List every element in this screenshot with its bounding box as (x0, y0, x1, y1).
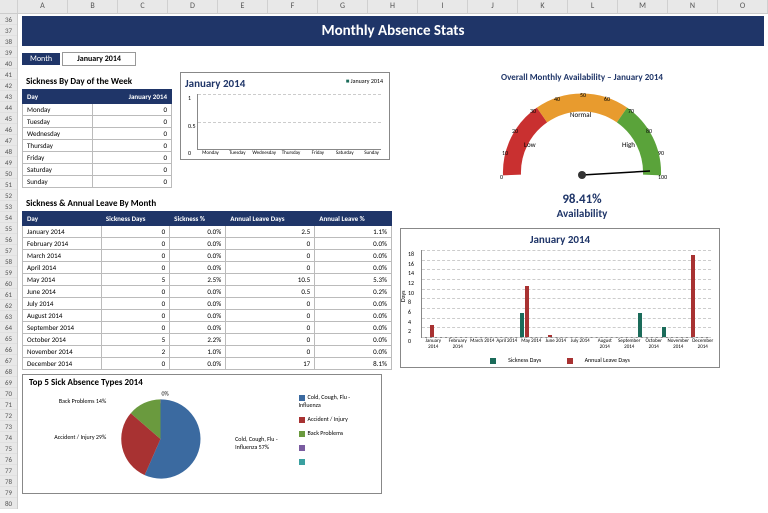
dow-table: DayJanuary 2014 Monday0Tuesday0Wednesday… (22, 89, 172, 188)
table-row: July 201400.0%00.0% (23, 298, 392, 310)
svg-text:10: 10 (502, 149, 508, 157)
table-row: August 201400.0%00.0% (23, 310, 392, 322)
pie-callout-back: Back Problems 14% (27, 397, 106, 405)
table-row: Thursday0 (23, 140, 172, 152)
row-headers: 3637383940414243444546474849505152535455… (0, 14, 18, 509)
legend-sick: Sickness Days (508, 356, 541, 364)
page-title: Monthly Absence Stats (22, 16, 764, 46)
svg-text:30: 30 (530, 107, 536, 115)
svg-text:60: 60 (604, 95, 610, 103)
month-value[interactable]: January 2014 (62, 52, 136, 66)
svg-text:0%: 0% (162, 389, 170, 397)
pie-chart: Top 5 Sick Absence Types 2014 Back Probl… (22, 374, 382, 494)
table-row: Wednesday0 (23, 128, 172, 140)
mini-chart: January 2014 January 2014 10.50 MondayTu… (180, 72, 390, 160)
table-row: April 201400.0%00.0% (23, 262, 392, 274)
gauge-value-label: Availability (400, 207, 764, 220)
pie-legend: Cold, Cough, Flu - InfluenzaAccident / I… (295, 379, 377, 489)
pie-callout-accident: Accident / Injury 29% (27, 433, 106, 441)
mini-chart-legend: January 2014 (346, 77, 383, 85)
bar-chart: January 2014 Days 181614121086420 Januar… (400, 228, 720, 368)
month-selector-row: Month January 2014 (22, 52, 764, 66)
gauge-svg: 0 10 20 30 40 50 60 70 80 90 100 Low Nor… (482, 85, 682, 195)
table-row: Tuesday0 (23, 116, 172, 128)
svg-text:Normal: Normal (570, 110, 592, 119)
table-row: March 201400.0%00.0% (23, 250, 392, 262)
gauge-title: Overall Monthly Availability – January 2… (400, 72, 764, 83)
gauge-chart: Overall Monthly Availability – January 2… (400, 72, 764, 220)
bar-y-label: Days (399, 291, 407, 302)
svg-text:80: 80 (646, 127, 652, 135)
svg-text:90: 90 (658, 149, 664, 157)
column-headers: ABCDEFGHIJKLMNO (0, 0, 768, 14)
svg-text:20: 20 (512, 127, 518, 135)
table-row: Saturday0 (23, 164, 172, 176)
pie-title: Top 5 Sick Absence Types 2014 (29, 377, 143, 388)
table-row: May 201452.5%10.55.3% (23, 274, 392, 286)
svg-text:0: 0 (500, 173, 503, 181)
table-row: September 201400.0%00.0% (23, 322, 392, 334)
table-row: Friday0 (23, 152, 172, 164)
table-row: June 201400.0%0.50.2% (23, 286, 392, 298)
bar-legend: Sickness Days Annual Leave Days (405, 356, 715, 364)
bar-chart-title: January 2014 (405, 233, 715, 246)
monthly-title: Sickness & Annual Leave By Month (26, 198, 392, 209)
svg-text:50: 50 (580, 91, 586, 99)
monthly-table: DaySickness DaysSickness %Annual Leave D… (22, 211, 392, 370)
table-row: Monday0 (23, 104, 172, 116)
svg-text:High: High (622, 140, 635, 149)
svg-text:40: 40 (554, 95, 560, 103)
worksheet: Monthly Absence Stats Month January 2014… (18, 14, 768, 513)
table-row: February 201400.0%00.0% (23, 238, 392, 250)
dow-title: Sickness By Day of the Week (26, 76, 172, 87)
table-row: January 201400.0%2.51.1% (23, 226, 392, 238)
svg-text:70: 70 (628, 107, 634, 115)
month-label: Month (22, 53, 60, 65)
svg-text:Low: Low (524, 140, 536, 149)
gauge-value: 98.41% (400, 192, 764, 207)
svg-text:100: 100 (658, 173, 667, 181)
legend-leave: Annual Leave Days (585, 356, 630, 364)
table-row: November 201421.0%00.0% (23, 346, 392, 358)
table-row: December 201400.0%178.1% (23, 358, 392, 370)
pie-callout-cold: Cold, Cough, Flu - Influenza 57% (235, 379, 294, 489)
pie-svg: 0% (106, 379, 235, 489)
table-row: October 201452.2%00.0% (23, 334, 392, 346)
table-row: Sunday0 (23, 176, 172, 188)
